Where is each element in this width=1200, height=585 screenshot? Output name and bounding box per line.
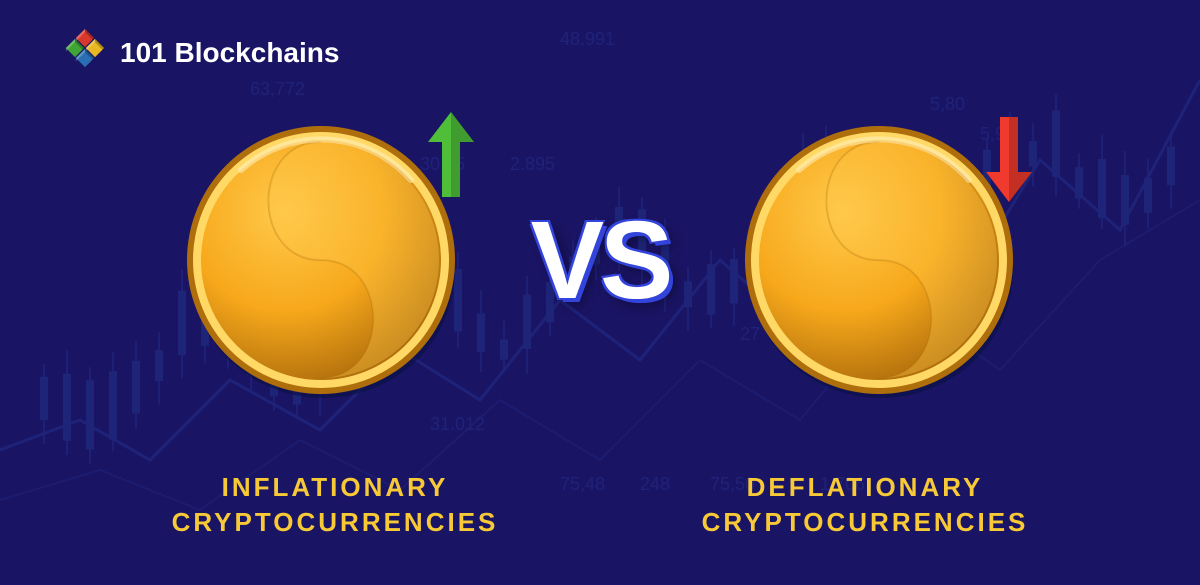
- left-label: INFLATIONARY CRYPTOCURRENCIES: [125, 470, 545, 540]
- vs-text: VS: [531, 197, 670, 324]
- svg-text:5,80: 5,80: [930, 94, 965, 114]
- svg-text:31.012: 31.012: [430, 414, 485, 434]
- left-label-line2: CRYPTOCURRENCIES: [172, 507, 499, 537]
- right-label-line1: DEFLATIONARY: [747, 472, 984, 502]
- comparison-row: VS: [0, 120, 1200, 400]
- left-label-line1: INFLATIONARY: [222, 472, 449, 502]
- logo: 101 Blockchains: [60, 28, 339, 78]
- right-label: DEFLATIONARY CRYPTOCURRENCIES: [655, 470, 1075, 540]
- right-coin-icon: [739, 120, 1019, 400]
- left-coin-group: [171, 120, 471, 400]
- right-coin-group: [729, 120, 1029, 400]
- logo-cubes-icon: [60, 28, 110, 78]
- svg-text:63,772: 63,772: [250, 79, 305, 99]
- svg-text:48.991: 48.991: [560, 29, 615, 49]
- labels-row: INFLATIONARY CRYPTOCURRENCIES DEFLATIONA…: [0, 470, 1200, 540]
- up-arrow-icon: [426, 112, 476, 207]
- right-label-line2: CRYPTOCURRENCIES: [702, 507, 1029, 537]
- left-coin-icon: [181, 120, 461, 400]
- logo-text: 101 Blockchains: [120, 37, 339, 69]
- down-arrow-icon: [984, 112, 1034, 207]
